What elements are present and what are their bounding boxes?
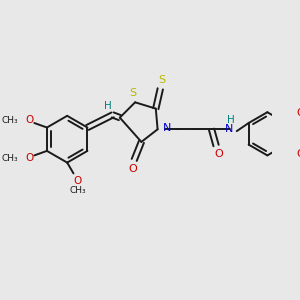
Text: N: N — [225, 124, 234, 134]
Text: CH₃: CH₃ — [2, 154, 18, 163]
Text: O: O — [26, 115, 34, 125]
Text: CH₃: CH₃ — [2, 116, 18, 125]
Text: N: N — [162, 122, 171, 133]
Text: H: H — [104, 101, 112, 111]
Text: H: H — [227, 115, 235, 125]
Text: O: O — [214, 148, 223, 159]
Text: O: O — [26, 153, 34, 163]
Text: CH₃: CH₃ — [70, 186, 86, 195]
Text: O: O — [128, 164, 137, 174]
Text: S: S — [158, 75, 166, 85]
Text: S: S — [130, 88, 137, 98]
Text: O: O — [296, 108, 300, 118]
Text: O: O — [296, 149, 300, 160]
Text: O: O — [74, 176, 82, 186]
